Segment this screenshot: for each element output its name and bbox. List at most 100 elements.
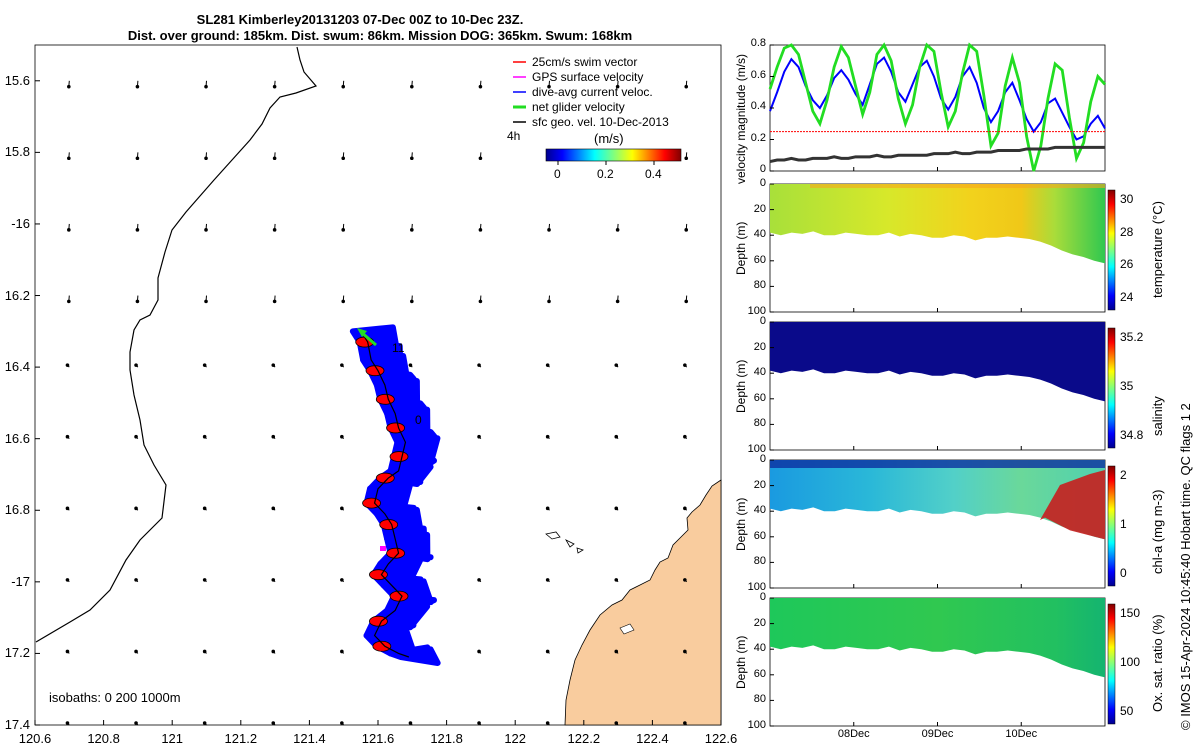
depth-tick-label: 20 [753, 478, 766, 491]
colorbar-tick-label: 1 [1120, 517, 1127, 531]
vector-head [134, 363, 138, 367]
swim-vector-patch [369, 615, 388, 627]
time-tick-label: 10Dec [1005, 728, 1038, 740]
vector-head [204, 228, 208, 232]
vector-head [134, 578, 138, 582]
lon-tick-label: 122.4 [636, 731, 669, 746]
figure-title-line2: Dist. over ground: 185km. Dist. swum: 86… [127, 28, 633, 43]
vector-head [477, 649, 481, 654]
vector-head [614, 721, 619, 725]
vector-head [547, 84, 551, 89]
swim-vector-patch [386, 422, 405, 434]
legend-gps: GPS surface velocity [532, 70, 644, 84]
colorbar-tick-label: 0 [1120, 566, 1127, 580]
depth-axis-label: Depth (m) [734, 497, 748, 551]
depth-tick-label: 0 [759, 591, 766, 603]
vector-head [614, 578, 619, 582]
vector-head [684, 299, 689, 304]
lat-tick-label: 16.4 [4, 359, 30, 375]
vector-head [204, 84, 208, 89]
vector-head [478, 84, 483, 89]
depth-tick-label: 60 [753, 529, 766, 542]
vector-head [478, 299, 483, 304]
vector-head [408, 721, 413, 725]
track-band [349, 324, 441, 666]
vector-head [410, 84, 414, 89]
velocity-ytick: 0.4 [750, 100, 766, 112]
vector-head [271, 506, 276, 511]
depth-tick-label: 20 [753, 616, 766, 629]
swim-vector-patch [375, 393, 395, 405]
vector-head [341, 156, 346, 161]
vector-head [408, 363, 413, 367]
credit-text: © IMOS 15-Apr-2024 10:45:40 Hobart time.… [1178, 403, 1193, 730]
vector-head [614, 506, 619, 511]
vector-head [67, 299, 71, 304]
dive-avg-current-patch [387, 646, 441, 666]
vector-head [271, 649, 276, 654]
depth-tick-label: 100 [747, 719, 766, 731]
figure-title-line1: SL281 Kimberley20131203 07-Dec 00Z to 10… [196, 12, 524, 27]
colorbar-tick-label: 100 [1120, 655, 1141, 669]
vector-head [545, 434, 550, 439]
vector-head [272, 299, 277, 304]
vector-head [410, 156, 414, 161]
lon-tick-label: 121.2 [224, 731, 258, 746]
vector-head [134, 434, 138, 439]
vector-head [202, 363, 207, 367]
colorbar-label: salinity [1150, 396, 1165, 436]
vector-head [478, 228, 483, 232]
depth-axis-label: Depth (m) [734, 221, 748, 275]
track-label-start: 11 [392, 341, 405, 355]
vector-head [65, 506, 70, 511]
vector-head [67, 156, 71, 161]
colorbar-tick-label: 35.2 [1120, 330, 1144, 344]
colorbar-title: (m/s) [594, 131, 624, 146]
velocity-ylabel: velocity magnitude (m/s) [734, 53, 748, 184]
depth-tick-label: 20 [753, 340, 766, 353]
chl-surface-band [770, 460, 1105, 468]
colorbar-tick-label: 50 [1120, 704, 1134, 718]
vector-head [271, 578, 276, 582]
swim-vector-patch [372, 640, 392, 652]
vector-head [202, 649, 207, 654]
depth-tick-label: 40 [753, 642, 766, 655]
vector-head [202, 578, 207, 582]
vector-head [65, 434, 70, 439]
depth-tick-label: 100 [747, 305, 766, 317]
glider-track-line [360, 330, 410, 658]
isobath-label: isobaths: 0 200 1000m [49, 690, 181, 705]
interval-label: 4h [507, 129, 521, 143]
vector-head [272, 228, 277, 232]
vector-head [135, 299, 140, 304]
map-legend [513, 61, 526, 123]
profile-colorbar [1107, 189, 1116, 311]
surface-vector-field [65, 80, 689, 726]
vector-head [134, 506, 138, 511]
vector-head [683, 578, 687, 582]
depth-tick-label: 100 [747, 581, 766, 593]
profile-data-field [770, 460, 1105, 540]
vector-head [67, 228, 71, 232]
vector-head [202, 506, 207, 511]
vector-head [545, 578, 550, 582]
depth-tick-label: 80 [753, 279, 766, 292]
vector-head [614, 363, 619, 367]
vector-head [340, 363, 344, 367]
vector-head [341, 84, 346, 89]
depth-axis-label: Depth (m) [734, 359, 748, 413]
lat-tick-label: 16.6 [4, 430, 30, 446]
vector-head [684, 84, 689, 89]
vector-head [271, 721, 276, 725]
depth-tick-label: 60 [753, 253, 766, 266]
lat-tick-label: 16.8 [4, 502, 30, 518]
vector-head [683, 434, 687, 439]
vector-head [340, 434, 344, 439]
velocity-series [768, 42, 1107, 172]
vector-head [410, 228, 414, 232]
cbar-tick-label: 0.2 [597, 167, 614, 181]
depth-tick-label: 0 [759, 453, 766, 465]
velocity-series-line [769, 145, 1105, 164]
depth-tick-label: 20 [753, 202, 766, 215]
profile-data-field [770, 184, 1105, 264]
